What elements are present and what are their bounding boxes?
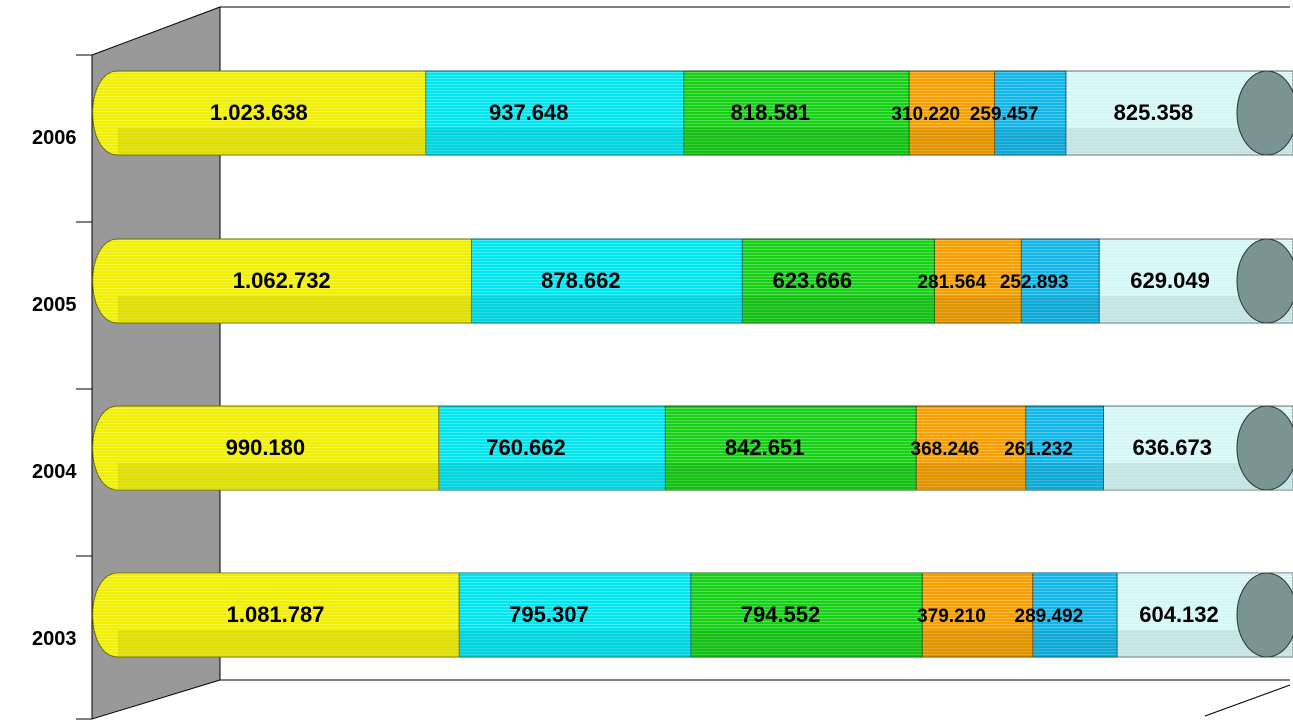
- data-label: 310.220: [891, 104, 960, 125]
- category-label: 2004: [32, 461, 77, 483]
- bar-row-2006: 1.023.638 937.648 818.581 310.220 259.457 825…: [92, 70, 1293, 156]
- bar-segment-shade: [657, 128, 910, 155]
- data-label: 252.893: [1000, 272, 1069, 293]
- bar-segment-shade: [716, 296, 935, 323]
- bar-segment: [387, 405, 666, 491]
- category-axis-labels: 2006 2005 2004 2003: [32, 127, 77, 650]
- bar-row-2004: 990.180 760.662 842.651 368.246 261.232 636.6…: [92, 405, 1293, 491]
- bar-segment-shade: [399, 128, 684, 155]
- data-label: 937.648: [489, 100, 569, 125]
- data-label: 1.081.787: [227, 602, 325, 627]
- bar-end-cap: [1236, 572, 1293, 658]
- floor-front-edge: [1204, 684, 1291, 717]
- bar-segment-texture: [92, 406, 439, 490]
- data-label: 825.358: [1114, 100, 1194, 125]
- bar-segment: [1065, 572, 1293, 658]
- data-label: 604.132: [1139, 602, 1219, 627]
- bar-segment-texture: [1014, 71, 1293, 155]
- side-wall: [91, 6, 221, 720]
- bar-segment-texture: [92, 573, 460, 657]
- bar-segment: [92, 405, 440, 491]
- bar-segment-shade: [639, 463, 917, 490]
- data-label: 289.492: [1015, 606, 1084, 627]
- bar-segment-texture: [639, 573, 923, 657]
- data-label: 842.651: [725, 435, 805, 460]
- bar-end-cap: [1236, 405, 1293, 491]
- bar-segment-texture: [407, 573, 691, 657]
- chart-frame: [91, 6, 1291, 720]
- bar-segment: [632, 70, 910, 156]
- data-label: 281.564: [917, 272, 986, 293]
- data-label: 623.666: [773, 268, 853, 293]
- bar-segment-shade: [118, 296, 472, 323]
- bar-segment-texture: [92, 239, 472, 323]
- data-label: 878.662: [541, 268, 621, 293]
- data-label: 379.210: [917, 606, 986, 627]
- bar-segment: [419, 238, 743, 324]
- bar-segment-texture: [1047, 239, 1293, 323]
- data-label: 795.307: [509, 602, 589, 627]
- bar-segment-texture: [632, 71, 910, 155]
- data-label: 261.232: [1004, 439, 1073, 460]
- bar-segment: [407, 572, 692, 658]
- data-label: 818.581: [731, 100, 811, 125]
- bar-segment: [639, 572, 923, 658]
- bar-segment-shade: [118, 128, 426, 155]
- bar-segment-shade: [118, 630, 460, 657]
- data-label: 629.049: [1130, 268, 1210, 293]
- bar-segment-shade: [445, 296, 743, 323]
- data-label: 794.552: [741, 602, 821, 627]
- bar-segment-shade: [412, 463, 666, 490]
- data-label: 1.062.732: [233, 268, 331, 293]
- category-label: 2003: [32, 628, 77, 650]
- bar-segment: [92, 238, 472, 324]
- bar-segment: [690, 238, 935, 324]
- bar-segment-texture: [420, 239, 743, 323]
- data-label: 1.023.638: [210, 100, 308, 125]
- bar-segment-texture: [92, 71, 426, 155]
- bars: 1.023.638 937.648 818.581 310.220 259.457 825…: [92, 70, 1293, 658]
- bar-end-cap: [1236, 70, 1293, 156]
- bar-segment: [1051, 405, 1293, 491]
- bar-segment-shade: [118, 463, 439, 490]
- bar-segment: [92, 70, 427, 156]
- data-label: 760.662: [486, 435, 566, 460]
- category-axis-ticks: [76, 54, 92, 720]
- data-label: 990.180: [226, 435, 306, 460]
- bar-segment-texture: [1052, 406, 1293, 490]
- bar-row-2005: 1.062.732 878.662 623.666 281.564 252.893 629…: [92, 238, 1293, 324]
- bar-segment-texture: [387, 406, 666, 490]
- bar-segment: [374, 70, 685, 156]
- bar-segment-shade: [664, 630, 923, 657]
- bar-segment-texture: [1065, 573, 1293, 657]
- bar-segment-texture: [374, 71, 684, 155]
- category-label: 2006: [32, 127, 77, 149]
- bar-segment: [92, 572, 460, 658]
- data-label: 259.457: [970, 104, 1039, 125]
- bar-row-2003: 1.081.787 795.307 794.552 379.210 289.492 604…: [92, 572, 1293, 658]
- bar-end-cap: [1236, 238, 1293, 324]
- category-label: 2005: [32, 294, 77, 316]
- data-label: 636.673: [1132, 435, 1212, 460]
- bar-segment-texture: [613, 406, 917, 490]
- bar-segment-texture: [690, 239, 935, 323]
- data-label: 368.246: [911, 439, 980, 460]
- bar-segment-shade: [433, 630, 691, 657]
